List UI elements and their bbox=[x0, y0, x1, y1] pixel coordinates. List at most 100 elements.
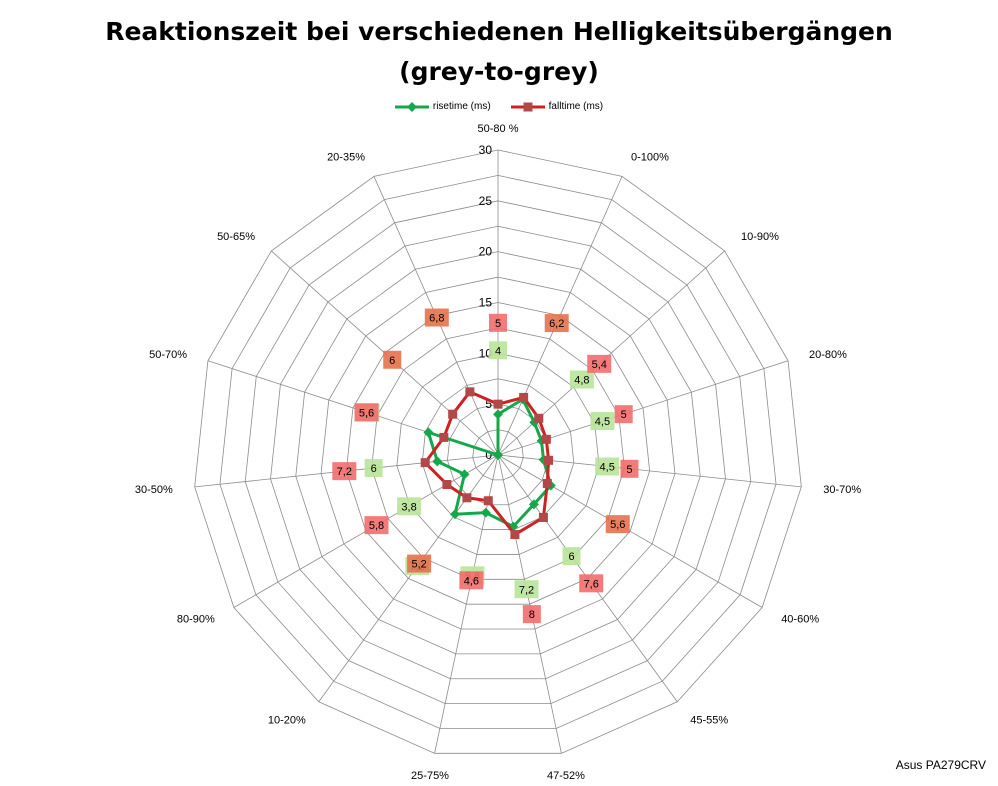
data-point bbox=[510, 530, 520, 540]
data-point bbox=[432, 456, 443, 467]
radial-tick-label: 0 bbox=[485, 448, 492, 462]
category-label: 50-80 % bbox=[478, 123, 519, 135]
data-label-box bbox=[522, 605, 541, 624]
grid-ring bbox=[194, 149, 802, 754]
radial-tick-label: 5 bbox=[485, 397, 492, 411]
grid-ring bbox=[219, 175, 777, 729]
data-label: 6 bbox=[389, 355, 395, 367]
data-point bbox=[442, 479, 452, 489]
chart-legend: risetime (ms) falltime (ms) bbox=[0, 101, 998, 115]
category-label: 10-20% bbox=[268, 715, 306, 727]
legend-label: risetime (ms) bbox=[432, 101, 491, 112]
data-label-box bbox=[407, 554, 432, 573]
data-point bbox=[493, 399, 503, 409]
data-label-box bbox=[364, 516, 389, 535]
data-point bbox=[542, 478, 552, 488]
category-label: 20-35% bbox=[327, 151, 365, 163]
series-line bbox=[423, 390, 551, 537]
data-label: 6,8 bbox=[429, 313, 444, 325]
legend-swatch bbox=[510, 102, 545, 111]
legend-item: risetime (ms) bbox=[394, 101, 491, 112]
grid-ring bbox=[345, 302, 651, 605]
data-label-box bbox=[354, 403, 379, 422]
category-labels: 50-80 % 0-100% 10-90% 20-80% 30-70% 40-60% 45-… bbox=[135, 123, 861, 782]
category-label: 20-80% bbox=[809, 349, 847, 361]
data-label-box bbox=[489, 313, 507, 332]
data-label: 4,5 bbox=[600, 461, 615, 473]
category-label: 25-75% bbox=[411, 770, 449, 782]
data-point bbox=[420, 458, 430, 468]
data-label: 6 bbox=[568, 551, 574, 563]
data-labels: 44,84,54,567,25,87,23,867,256,25,4555,67… bbox=[332, 308, 639, 624]
data-label: 7,2 bbox=[519, 584, 534, 596]
data-point bbox=[423, 427, 434, 438]
data-label: 7,2 bbox=[337, 466, 352, 478]
data-label: 7,6 bbox=[584, 578, 599, 590]
data-label: 6,2 bbox=[549, 318, 564, 330]
data-label: 5 bbox=[621, 409, 627, 421]
series-falltime bbox=[420, 387, 554, 540]
data-label: 5 bbox=[626, 464, 632, 476]
grid-ring bbox=[447, 403, 549, 506]
data-label: 5,8 bbox=[369, 520, 384, 532]
data-label-box bbox=[562, 547, 581, 566]
data-label: 8 bbox=[529, 609, 535, 621]
radial-tick-label: 20 bbox=[479, 245, 493, 259]
grid-ring bbox=[270, 225, 726, 680]
radial-tick-label: 25 bbox=[479, 194, 493, 208]
grid-ring bbox=[421, 378, 575, 530]
data-point bbox=[544, 455, 554, 465]
data-label: 5,6 bbox=[610, 519, 625, 531]
legend-label: falltime (ms) bbox=[548, 101, 604, 112]
data-point bbox=[480, 507, 491, 518]
data-point bbox=[465, 387, 475, 397]
data-label-box bbox=[605, 515, 630, 534]
data-label-box bbox=[587, 354, 612, 373]
legend-item: falltime (ms) bbox=[510, 101, 604, 112]
category-label: 30-50% bbox=[135, 484, 173, 496]
grid-ring bbox=[371, 327, 625, 580]
radial-tick-label: 15 bbox=[479, 296, 493, 310]
data-label-box bbox=[424, 308, 449, 327]
legend-swatch bbox=[394, 101, 429, 112]
data-label-box bbox=[489, 341, 507, 360]
category-label: 47-52% bbox=[547, 770, 585, 782]
category-label: 45-55% bbox=[690, 715, 728, 727]
grid-ring bbox=[320, 276, 676, 630]
grid-spoke bbox=[497, 454, 562, 754]
data-point bbox=[493, 409, 503, 420]
data-point bbox=[459, 469, 470, 480]
data-label: 4,6 bbox=[464, 575, 479, 587]
grid-ring bbox=[472, 429, 524, 481]
data-point bbox=[448, 409, 458, 419]
grid-ring bbox=[396, 352, 600, 555]
data-label-box bbox=[459, 571, 484, 590]
category-label: 10-90% bbox=[741, 231, 779, 243]
category-label: 40-60% bbox=[781, 614, 819, 626]
data-label: 3,8 bbox=[401, 501, 416, 513]
data-point bbox=[541, 434, 551, 444]
radial-tick-label: 30 bbox=[479, 143, 493, 157]
data-point bbox=[483, 496, 493, 506]
chart-title-line-2: (grey-to-grey) bbox=[399, 57, 599, 86]
data-label: 4,5 bbox=[595, 416, 610, 428]
grid-spoke bbox=[497, 454, 763, 608]
data-label: 4 bbox=[495, 345, 501, 357]
data-point bbox=[493, 450, 503, 460]
data-point bbox=[462, 493, 472, 503]
data-point bbox=[450, 509, 460, 520]
data-label-box bbox=[614, 405, 633, 424]
data-label: 5,2 bbox=[411, 559, 426, 571]
data-point bbox=[528, 499, 539, 510]
data-label-box bbox=[397, 497, 422, 516]
data-label-box bbox=[590, 412, 615, 431]
data-label-box bbox=[595, 457, 620, 476]
data-point bbox=[519, 392, 529, 402]
grid-ring bbox=[244, 200, 752, 705]
data-point bbox=[534, 413, 544, 423]
data-label-box bbox=[514, 580, 539, 599]
category-label: 30-70% bbox=[823, 484, 861, 496]
data-label-box bbox=[332, 462, 357, 481]
data-label-box bbox=[620, 459, 639, 478]
